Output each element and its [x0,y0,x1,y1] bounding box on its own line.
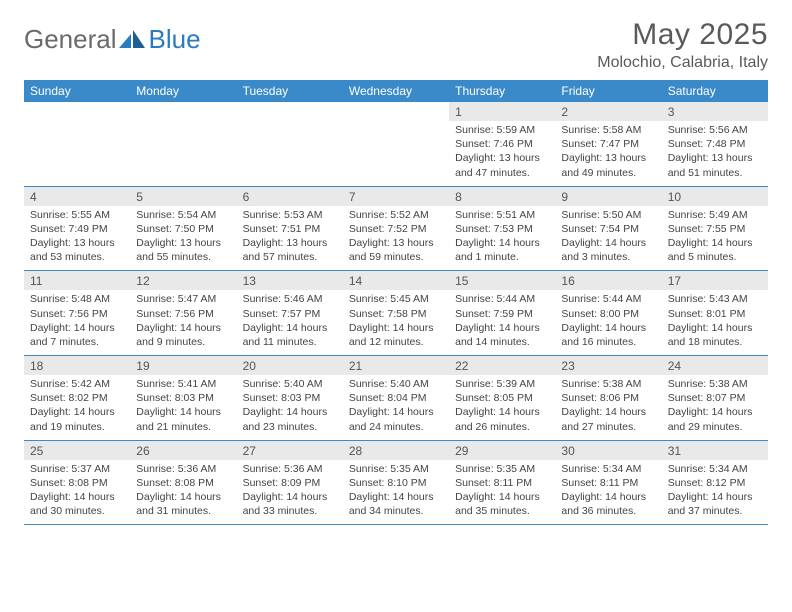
date-number: 27 [237,440,343,460]
week-content-row: Sunrise: 5:42 AM Sunset: 8:02 PM Dayligh… [24,375,768,440]
day-cell: Sunrise: 5:38 AM Sunset: 8:06 PM Dayligh… [555,375,661,440]
date-number: 1 [449,102,555,121]
date-number [343,102,449,121]
month-title: May 2025 [597,18,768,52]
day-header-thu: Thursday [449,80,555,102]
date-number: 4 [24,186,130,206]
day-cell: Sunrise: 5:52 AM Sunset: 7:52 PM Dayligh… [343,206,449,271]
day-cell: Sunrise: 5:40 AM Sunset: 8:03 PM Dayligh… [237,375,343,440]
day-cell: Sunrise: 5:34 AM Sunset: 8:12 PM Dayligh… [662,460,768,525]
day-cell: Sunrise: 5:59 AM Sunset: 7:46 PM Dayligh… [449,121,555,186]
date-number [130,102,236,121]
day-cell: Sunrise: 5:49 AM Sunset: 7:55 PM Dayligh… [662,206,768,271]
day-cell [130,121,236,186]
date-number: 18 [24,356,130,376]
day-cell: Sunrise: 5:47 AM Sunset: 7:56 PM Dayligh… [130,290,236,355]
day-header-wed: Wednesday [343,80,449,102]
day-cell: Sunrise: 5:58 AM Sunset: 7:47 PM Dayligh… [555,121,661,186]
date-number: 31 [662,440,768,460]
day-cell: Sunrise: 5:44 AM Sunset: 7:59 PM Dayligh… [449,290,555,355]
day-cell: Sunrise: 5:36 AM Sunset: 8:09 PM Dayligh… [237,460,343,525]
day-cell: Sunrise: 5:54 AM Sunset: 7:50 PM Dayligh… [130,206,236,271]
day-cell: Sunrise: 5:38 AM Sunset: 8:07 PM Dayligh… [662,375,768,440]
day-cell: Sunrise: 5:41 AM Sunset: 8:03 PM Dayligh… [130,375,236,440]
calendar-page: General Blue May 2025 Molochio, Calabria… [0,0,792,543]
day-cell: Sunrise: 5:48 AM Sunset: 7:56 PM Dayligh… [24,290,130,355]
day-cell: Sunrise: 5:39 AM Sunset: 8:05 PM Dayligh… [449,375,555,440]
day-cell: Sunrise: 5:45 AM Sunset: 7:58 PM Dayligh… [343,290,449,355]
day-cell: Sunrise: 5:53 AM Sunset: 7:51 PM Dayligh… [237,206,343,271]
week-content-row: Sunrise: 5:59 AM Sunset: 7:46 PM Dayligh… [24,121,768,186]
day-cell [343,121,449,186]
logo-sail-icon [119,30,147,50]
date-number: 25 [24,440,130,460]
week-content-row: Sunrise: 5:55 AM Sunset: 7:49 PM Dayligh… [24,206,768,271]
day-header-sat: Saturday [662,80,768,102]
day-header-row: Sunday Monday Tuesday Wednesday Thursday… [24,80,768,102]
date-band-row: 25262728293031 [24,440,768,460]
day-cell: Sunrise: 5:56 AM Sunset: 7:48 PM Dayligh… [662,121,768,186]
date-band-row: 123 [24,102,768,121]
day-cell: Sunrise: 5:50 AM Sunset: 7:54 PM Dayligh… [555,206,661,271]
date-number: 21 [343,356,449,376]
day-header-fri: Friday [555,80,661,102]
calendar-body: 123Sunrise: 5:59 AM Sunset: 7:46 PM Dayl… [24,102,768,525]
date-number: 22 [449,356,555,376]
week-content-row: Sunrise: 5:37 AM Sunset: 8:08 PM Dayligh… [24,460,768,525]
date-number: 2 [555,102,661,121]
date-band-row: 18192021222324 [24,356,768,376]
date-band-row: 45678910 [24,186,768,206]
logo-text-part2: Blue [149,24,201,55]
day-cell: Sunrise: 5:35 AM Sunset: 8:10 PM Dayligh… [343,460,449,525]
day-cell: Sunrise: 5:40 AM Sunset: 8:04 PM Dayligh… [343,375,449,440]
header: General Blue May 2025 Molochio, Calabria… [24,18,768,72]
date-number: 5 [130,186,236,206]
date-number: 6 [237,186,343,206]
date-number [24,102,130,121]
day-cell: Sunrise: 5:51 AM Sunset: 7:53 PM Dayligh… [449,206,555,271]
day-cell: Sunrise: 5:55 AM Sunset: 7:49 PM Dayligh… [24,206,130,271]
location-text: Molochio, Calabria, Italy [597,54,768,72]
date-number: 29 [449,440,555,460]
day-cell: Sunrise: 5:37 AM Sunset: 8:08 PM Dayligh… [24,460,130,525]
date-number: 24 [662,356,768,376]
week-content-row: Sunrise: 5:48 AM Sunset: 7:56 PM Dayligh… [24,290,768,355]
date-number: 9 [555,186,661,206]
day-header-tue: Tuesday [237,80,343,102]
day-cell: Sunrise: 5:42 AM Sunset: 8:02 PM Dayligh… [24,375,130,440]
date-number: 26 [130,440,236,460]
date-number: 8 [449,186,555,206]
date-number: 23 [555,356,661,376]
date-number: 3 [662,102,768,121]
date-band-row: 11121314151617 [24,271,768,291]
day-cell: Sunrise: 5:36 AM Sunset: 8:08 PM Dayligh… [130,460,236,525]
day-header-sun: Sunday [24,80,130,102]
day-header-mon: Monday [130,80,236,102]
day-cell: Sunrise: 5:46 AM Sunset: 7:57 PM Dayligh… [237,290,343,355]
date-number: 17 [662,271,768,291]
title-block: May 2025 Molochio, Calabria, Italy [597,18,768,72]
date-number: 11 [24,271,130,291]
day-cell: Sunrise: 5:44 AM Sunset: 8:00 PM Dayligh… [555,290,661,355]
logo-text-part1: General [24,24,117,55]
date-number: 16 [555,271,661,291]
day-cell: Sunrise: 5:35 AM Sunset: 8:11 PM Dayligh… [449,460,555,525]
date-number: 14 [343,271,449,291]
date-number: 28 [343,440,449,460]
date-number: 30 [555,440,661,460]
day-cell [237,121,343,186]
date-number: 15 [449,271,555,291]
date-number: 13 [237,271,343,291]
day-cell: Sunrise: 5:34 AM Sunset: 8:11 PM Dayligh… [555,460,661,525]
date-number: 19 [130,356,236,376]
date-number: 20 [237,356,343,376]
date-number: 10 [662,186,768,206]
logo: General Blue [24,24,201,55]
day-cell [24,121,130,186]
date-number [237,102,343,121]
date-number: 12 [130,271,236,291]
date-number: 7 [343,186,449,206]
day-cell: Sunrise: 5:43 AM Sunset: 8:01 PM Dayligh… [662,290,768,355]
calendar-table: Sunday Monday Tuesday Wednesday Thursday… [24,80,768,525]
